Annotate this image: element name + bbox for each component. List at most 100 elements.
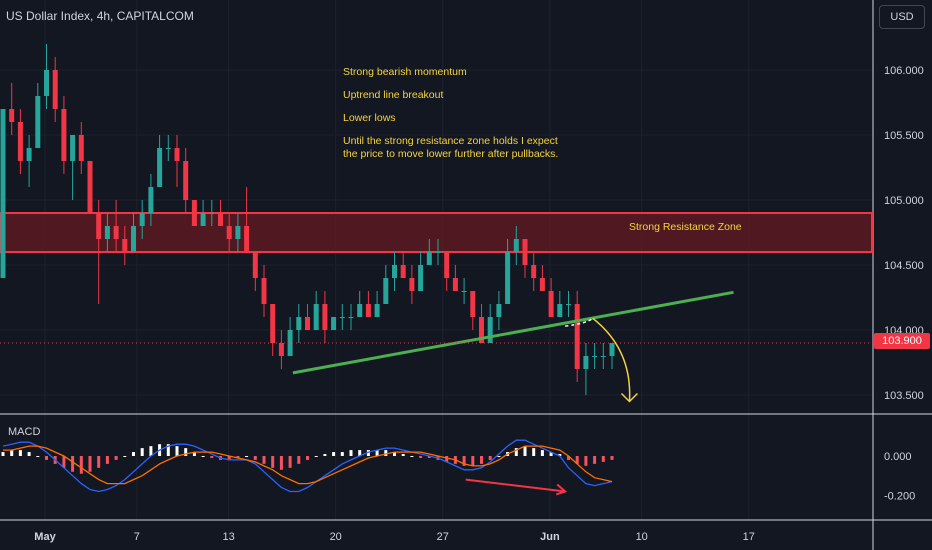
- macd-hist-bar: [497, 456, 501, 457]
- macd-hist-bar: [62, 456, 66, 468]
- candle-body: [209, 213, 215, 214]
- macd-hist-bar: [419, 456, 423, 458]
- signal-line: [3, 445, 613, 485]
- candles: [0, 44, 615, 395]
- candle-body: [296, 317, 302, 330]
- macd-hist-bar: [480, 456, 483, 464]
- macd-hist-bar: [323, 454, 327, 456]
- candle-body: [52, 70, 58, 109]
- candle-body: [113, 226, 119, 239]
- price-tick-label: 103.500: [884, 390, 924, 402]
- candle-body: [339, 317, 345, 318]
- candle-body: [157, 148, 163, 187]
- candle-body: [426, 252, 432, 265]
- note-4-line-1: Until the strong resistance zone holds I…: [343, 135, 558, 147]
- candle-body: [122, 239, 128, 252]
- macd-hist-bar: [610, 456, 614, 460]
- macd-hist-bar: [192, 452, 196, 456]
- macd-hist-bar: [567, 456, 570, 460]
- candle-body: [496, 304, 502, 317]
- candle-body: [383, 278, 389, 304]
- macd-hist-bar: [18, 450, 22, 456]
- note-2: Uptrend line breakout: [343, 89, 444, 101]
- candle-body: [357, 304, 363, 317]
- macd-hist-bar: [297, 456, 301, 464]
- macd-hist-bar: [123, 456, 127, 457]
- candle-body: [278, 343, 284, 356]
- time-axis: May 7 13 20 27 Jun 10 17: [34, 531, 755, 543]
- trendline-segment: [292, 290, 734, 375]
- divergence-arrow-line: [465, 478, 566, 493]
- candle-body: [35, 96, 41, 148]
- candle-body: [61, 109, 67, 161]
- macd-hist-bar: [549, 452, 553, 456]
- last-price-tag: 103.900: [874, 333, 930, 349]
- candle-body: [600, 356, 606, 357]
- candle-body: [148, 187, 154, 213]
- candle-body: [226, 226, 232, 239]
- price-tick-label: 106.000: [884, 65, 924, 77]
- price-axis: 106.000105.500105.000104.500104.000103.5…: [884, 65, 924, 502]
- macd-hist-bar: [88, 456, 92, 472]
- macd-hist-bar: [149, 446, 153, 456]
- macd-hist-bar: [175, 446, 179, 456]
- candle-body: [513, 239, 519, 252]
- macd-hist-bar: [114, 456, 118, 460]
- candle-body: [374, 304, 380, 317]
- note-4: Until the strong resistance zone holds I…: [343, 135, 558, 161]
- macd-hist-bar: [471, 456, 475, 466]
- candle-body: [479, 317, 484, 343]
- macd-hist-bar: [36, 456, 40, 457]
- macd-hist-bar: [593, 456, 597, 464]
- price-tick-label: 105.500: [884, 130, 924, 142]
- note-1: Strong bearish momentum: [343, 66, 467, 78]
- macd-hist-bar: [540, 450, 544, 456]
- macd-hist-bar: [166, 444, 170, 456]
- macd-hist-bar: [1, 452, 5, 456]
- candle-body: [487, 317, 493, 343]
- candle-body: [305, 317, 310, 330]
- macd-hist-bar: [140, 448, 144, 456]
- macd-tick-label: -0.200: [884, 490, 915, 502]
- candle-body: [583, 356, 589, 369]
- projection-arrowhead: [620, 392, 638, 403]
- candle-body: [87, 161, 93, 213]
- macd-hist-bar: [227, 456, 231, 460]
- candle-body: [470, 291, 476, 317]
- candle-body: [539, 278, 545, 291]
- macd-hist-bar: [410, 456, 414, 457]
- macd-hist-bar: [71, 456, 75, 472]
- macd-hist-bar: [201, 456, 205, 457]
- candle-body: [235, 226, 241, 239]
- candle-body: [191, 200, 197, 226]
- candle-body: [505, 252, 511, 304]
- currency-button[interactable]: USD: [879, 5, 925, 29]
- candle-body: [531, 265, 537, 278]
- macd-hist-bar: [210, 456, 214, 458]
- candle-body: [557, 304, 563, 317]
- macd-hist-bar: [401, 454, 405, 456]
- time-tick-label: 27: [437, 531, 449, 543]
- candle-body: [461, 291, 467, 292]
- macd-hist-bar: [184, 448, 188, 456]
- candle-body: [261, 278, 267, 304]
- candle-body: [270, 304, 276, 343]
- macd-hist-bar: [514, 448, 518, 456]
- macd-hist-bar: [10, 450, 14, 456]
- time-tick-label: 7: [134, 531, 140, 543]
- macd-hist-bar: [253, 456, 257, 460]
- candle-body: [287, 330, 293, 356]
- uptrend-line[interactable]: [292, 290, 734, 375]
- candle-body: [548, 291, 554, 317]
- macd-hist-bar: [358, 450, 362, 456]
- macd-hist-bar: [288, 456, 292, 468]
- projection-path: [565, 317, 638, 403]
- macd-hist-bar: [45, 456, 48, 460]
- time-tick-label: 13: [222, 531, 234, 543]
- macd-hist-bar: [332, 452, 336, 456]
- candle-body: [183, 161, 189, 200]
- macd-pane: [1, 439, 614, 496]
- macd-hist-bar: [532, 448, 536, 456]
- candle-body: [9, 109, 15, 122]
